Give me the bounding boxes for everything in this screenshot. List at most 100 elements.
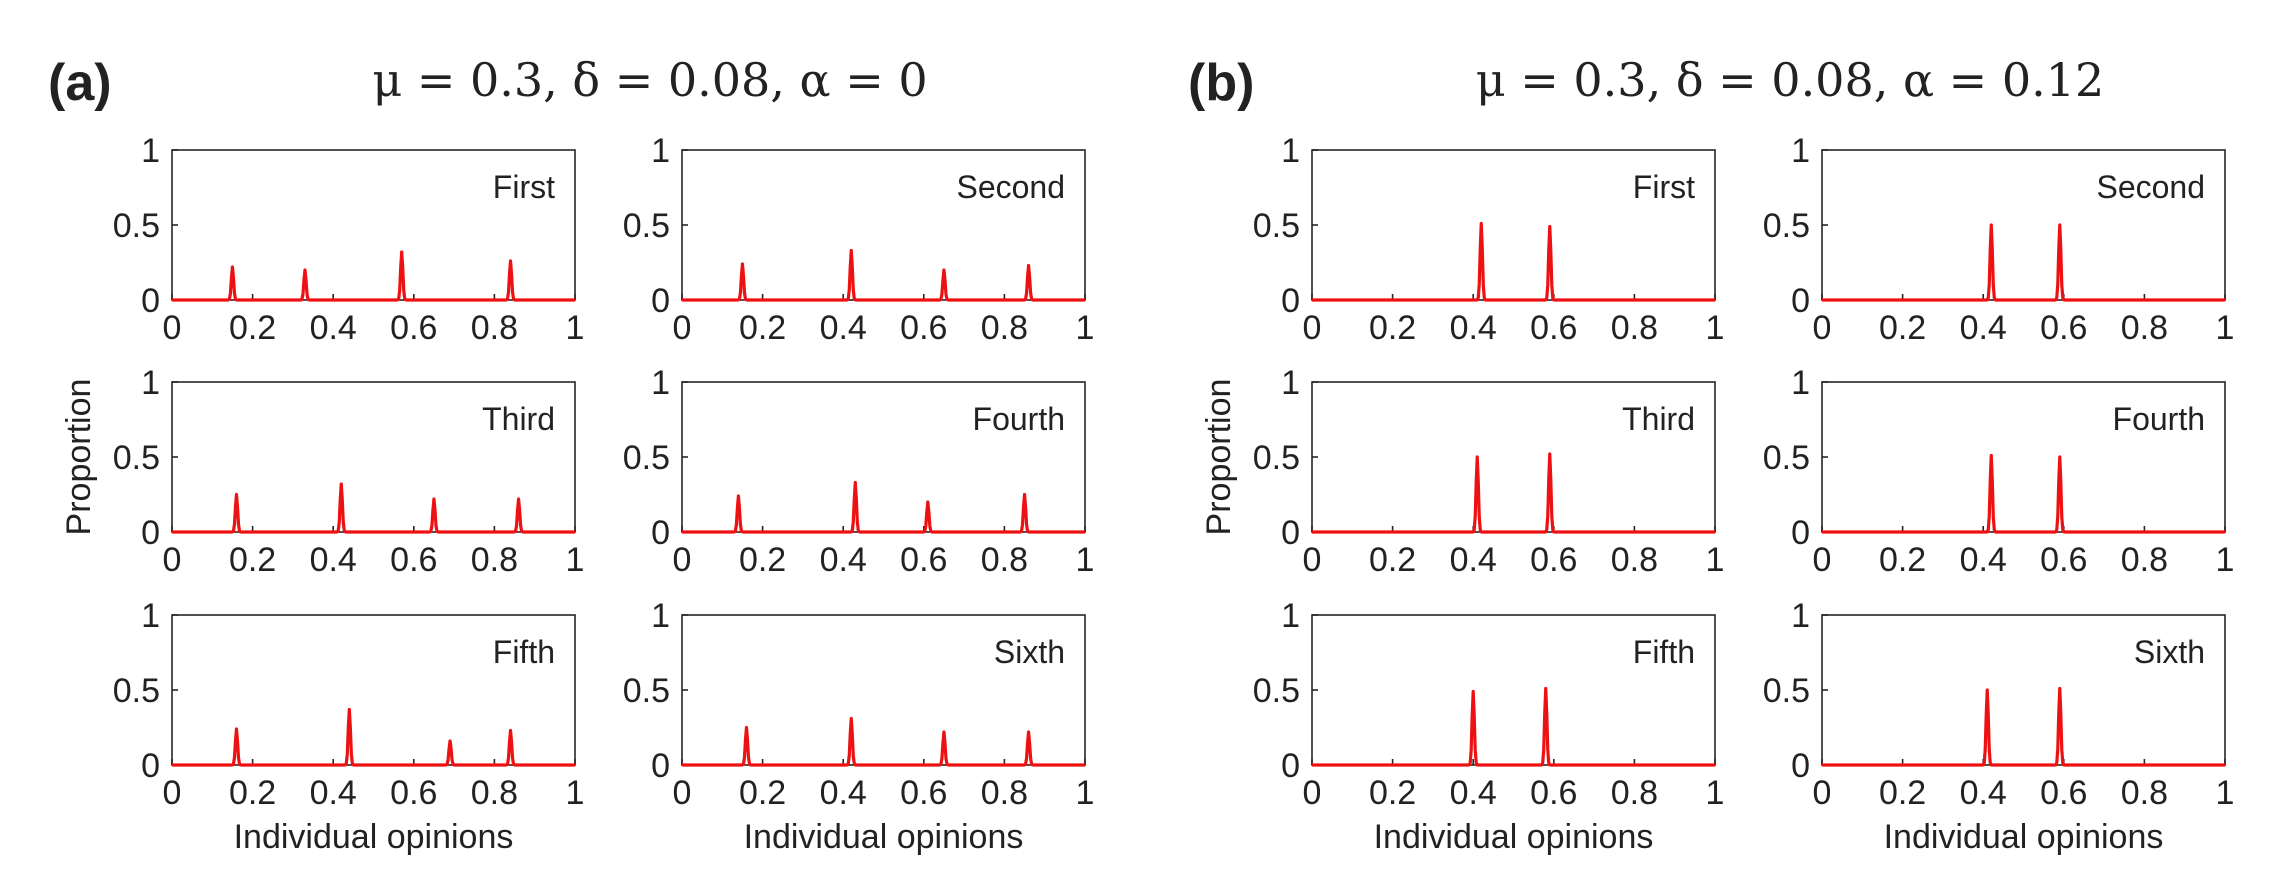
x-tick-label: 1 xyxy=(1706,541,1725,579)
x-tick-label: 0.2 xyxy=(1879,774,1926,812)
x-tick-label: 1 xyxy=(1076,541,1095,579)
y-tick-label: 0.5 xyxy=(113,439,160,477)
y-axis-label: Proportion xyxy=(60,379,98,536)
y-tick-label: 0.5 xyxy=(623,207,670,245)
x-tick-label: 0.8 xyxy=(981,774,1028,812)
x-tick-label: 0.4 xyxy=(820,541,867,579)
x-tick-label: 0.8 xyxy=(1611,309,1658,347)
panel-label: (b) xyxy=(1188,54,1254,112)
y-tick-label: 0 xyxy=(1791,514,1810,552)
x-tick-label: 0.8 xyxy=(471,309,518,347)
y-tick-label: 1 xyxy=(1281,132,1300,170)
x-tick-label: 1 xyxy=(566,309,585,347)
x-tick-label: 0.8 xyxy=(981,541,1028,579)
y-tick-label: 0 xyxy=(1281,514,1300,552)
y-tick-label: 0 xyxy=(1791,282,1810,320)
y-tick-label: 1 xyxy=(651,364,670,402)
y-tick-label: 0.5 xyxy=(1763,439,1810,477)
x-tick-label: 1 xyxy=(2216,541,2235,579)
y-tick-label: 0.5 xyxy=(1253,439,1300,477)
y-tick-label: 0 xyxy=(1281,747,1300,785)
subplot-title: Third xyxy=(1622,401,1695,437)
y-tick-label: 1 xyxy=(1791,597,1810,635)
y-tick-label: 0 xyxy=(141,747,160,785)
subplot-title: Third xyxy=(482,401,555,437)
x-tick-label: 0.8 xyxy=(471,774,518,812)
x-axis-label: Individual opinions xyxy=(1374,818,1654,856)
y-tick-label: 1 xyxy=(1791,364,1810,402)
subplot-title: Second xyxy=(956,169,1065,205)
x-tick-label: 1 xyxy=(2216,774,2235,812)
x-tick-label: 0.6 xyxy=(1530,774,1577,812)
subplot-title: Fourth xyxy=(973,401,1065,437)
x-tick-label: 0.6 xyxy=(900,309,947,347)
x-tick-label: 0.6 xyxy=(390,541,437,579)
x-tick-label: 0 xyxy=(1303,309,1322,347)
x-tick-label: 0.2 xyxy=(1369,309,1416,347)
y-tick-label: 1 xyxy=(1791,132,1810,170)
x-tick-label: 0.2 xyxy=(739,541,786,579)
y-tick-label: 0.5 xyxy=(1763,672,1810,710)
y-tick-label: 0.5 xyxy=(1763,207,1810,245)
y-tick-label: 1 xyxy=(651,597,670,635)
x-tick-label: 1 xyxy=(1706,309,1725,347)
x-tick-label: 0 xyxy=(163,774,182,812)
x-axis-label: Individual opinions xyxy=(744,818,1024,856)
x-tick-label: 0.2 xyxy=(229,774,276,812)
x-tick-label: 0.8 xyxy=(2121,309,2168,347)
y-axis-label: Proportion xyxy=(1200,379,1238,536)
subplot-title: First xyxy=(1633,169,1695,205)
x-tick-label: 0.2 xyxy=(739,774,786,812)
x-tick-label: 0.4 xyxy=(1960,309,2007,347)
y-tick-label: 0 xyxy=(651,514,670,552)
x-tick-label: 0.8 xyxy=(2121,541,2168,579)
x-tick-label: 0.6 xyxy=(2040,774,2087,812)
x-tick-label: 0 xyxy=(673,774,692,812)
y-tick-label: 0.5 xyxy=(113,672,160,710)
x-tick-label: 0.2 xyxy=(1369,774,1416,812)
x-tick-label: 0.8 xyxy=(1611,774,1658,812)
x-tick-label: 0.4 xyxy=(1450,309,1497,347)
x-tick-label: 0.4 xyxy=(820,309,867,347)
x-tick-label: 0.6 xyxy=(900,774,947,812)
x-tick-label: 0.6 xyxy=(1530,541,1577,579)
x-tick-label: 0.8 xyxy=(471,541,518,579)
panel-title: μ = 0.3, δ = 0.08, α = 0 xyxy=(372,53,927,107)
subplot-title: Sixth xyxy=(994,634,1065,670)
x-tick-label: 0.8 xyxy=(1611,541,1658,579)
x-tick-label: 0 xyxy=(1813,541,1832,579)
panel-title: μ = 0.3, δ = 0.08, α = 0.12 xyxy=(1476,53,2105,107)
x-tick-label: 1 xyxy=(1076,309,1095,347)
x-tick-label: 0.8 xyxy=(981,309,1028,347)
subplot-title: Second xyxy=(2096,169,2205,205)
y-tick-label: 0.5 xyxy=(1253,672,1300,710)
x-tick-label: 0 xyxy=(163,541,182,579)
x-tick-label: 0.4 xyxy=(1960,541,2007,579)
y-tick-label: 0.5 xyxy=(113,207,160,245)
x-tick-label: 0.6 xyxy=(2040,309,2087,347)
y-tick-label: 1 xyxy=(1281,597,1300,635)
x-tick-label: 0.6 xyxy=(1530,309,1577,347)
y-tick-label: 0.5 xyxy=(1253,207,1300,245)
x-tick-label: 0.6 xyxy=(390,774,437,812)
x-tick-label: 0.4 xyxy=(1450,774,1497,812)
x-tick-label: 0 xyxy=(673,309,692,347)
x-tick-label: 0.4 xyxy=(1450,541,1497,579)
x-tick-label: 0 xyxy=(1303,541,1322,579)
x-tick-label: 0 xyxy=(1813,309,1832,347)
x-tick-label: 0.6 xyxy=(2040,541,2087,579)
x-tick-label: 0.4 xyxy=(820,774,867,812)
y-tick-label: 0.5 xyxy=(623,439,670,477)
y-tick-label: 0 xyxy=(141,282,160,320)
y-tick-label: 1 xyxy=(141,597,160,635)
x-tick-label: 0.4 xyxy=(310,541,357,579)
y-tick-label: 0.5 xyxy=(623,672,670,710)
y-tick-label: 0 xyxy=(651,747,670,785)
y-tick-label: 1 xyxy=(141,364,160,402)
x-tick-label: 0.2 xyxy=(1369,541,1416,579)
x-tick-label: 0.2 xyxy=(229,309,276,347)
subplot-title: Fourth xyxy=(2113,401,2205,437)
x-axis-label: Individual opinions xyxy=(1884,818,2164,856)
